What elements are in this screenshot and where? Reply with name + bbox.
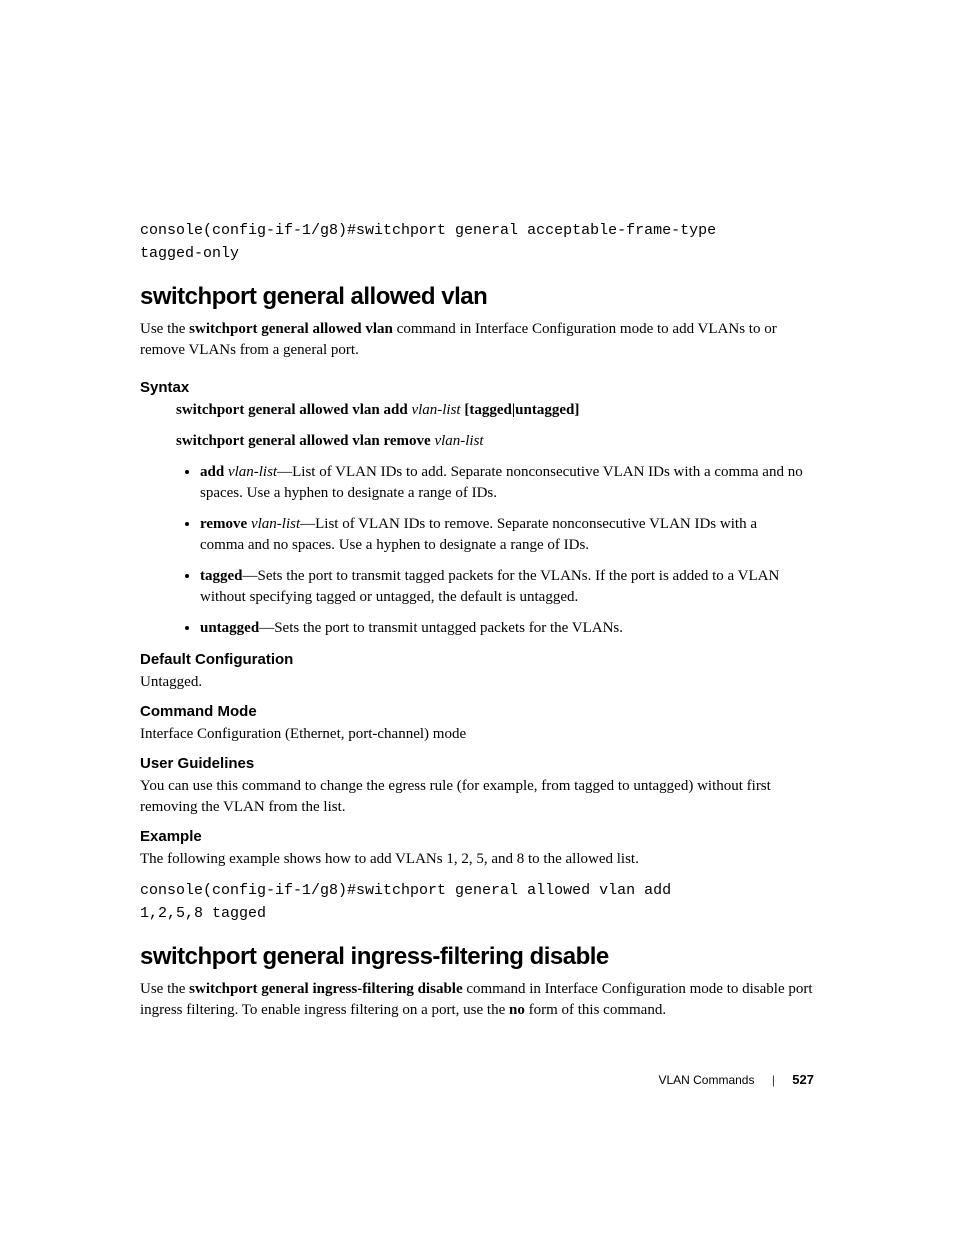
- list-item: tagged—Sets the port to transmit tagged …: [200, 566, 814, 608]
- code-line: tagged-only: [140, 245, 239, 262]
- text: form of this command.: [525, 1002, 666, 1018]
- footer-section-name: VLAN Commands: [658, 1073, 754, 1087]
- subheading-example: Example: [140, 828, 814, 845]
- footer-page-number: 527: [792, 1072, 814, 1087]
- syntax-line: switchport general allowed vlan add vlan…: [176, 400, 814, 421]
- command-name: switchport general ingress-filtering dis…: [189, 981, 462, 997]
- user-guidelines-text: You can use this command to change the e…: [140, 776, 814, 818]
- parameter-list: add vlan-list—List of VLAN IDs to add. S…: [140, 462, 814, 639]
- param-arg: vlan-list: [247, 516, 300, 532]
- command-name: switchport general allowed vlan: [189, 321, 393, 337]
- syntax-cmd: switchport general allowed vlan remove: [176, 433, 431, 449]
- subheading-command-mode: Command Mode: [140, 703, 814, 720]
- section-heading: switchport general ingress-filtering dis…: [140, 943, 814, 971]
- list-item: add vlan-list—List of VLAN IDs to add. S…: [200, 462, 814, 504]
- param-keyword: tagged: [200, 568, 243, 584]
- code-block-intro: console(config-if-1/g8)#switchport gener…: [140, 220, 814, 265]
- param-desc: —Sets the port to transmit tagged packet…: [200, 568, 779, 605]
- text: Use the: [140, 981, 189, 997]
- syntax-arg: vlan-list: [408, 402, 465, 418]
- keyword-no: no: [509, 1002, 525, 1018]
- param-keyword: untagged: [200, 620, 259, 636]
- syntax-cmd: switchport general allowed vlan add: [176, 402, 408, 418]
- param-desc: —Sets the port to transmit untagged pack…: [259, 620, 623, 636]
- param-keyword: add: [200, 464, 224, 480]
- text: Use the: [140, 321, 189, 337]
- syntax-tail: [tagged|untagged]: [464, 402, 579, 418]
- param-keyword: remove: [200, 516, 247, 532]
- default-config-text: Untagged.: [140, 672, 814, 693]
- subheading-syntax: Syntax: [140, 379, 814, 396]
- page-footer: VLAN Commands | 527: [658, 1072, 814, 1087]
- syntax-line: switchport general allowed vlan remove v…: [176, 431, 814, 452]
- section-intro-paragraph: Use the switchport general allowed vlan …: [140, 319, 814, 361]
- page: console(config-if-1/g8)#switchport gener…: [0, 0, 954, 1235]
- code-line: console(config-if-1/g8)#switchport gener…: [140, 882, 671, 899]
- section-intro-paragraph: Use the switchport general ingress-filte…: [140, 979, 814, 1021]
- subheading-default-config: Default Configuration: [140, 651, 814, 668]
- subheading-user-guidelines: User Guidelines: [140, 755, 814, 772]
- example-intro-text: The following example shows how to add V…: [140, 849, 814, 870]
- list-item: untagged—Sets the port to transmit untag…: [200, 618, 814, 639]
- syntax-arg: vlan-list: [431, 433, 484, 449]
- command-mode-text: Interface Configuration (Ethernet, port-…: [140, 724, 814, 745]
- code-line: 1,2,5,8 tagged: [140, 905, 266, 922]
- section-heading: switchport general allowed vlan: [140, 283, 814, 311]
- footer-separator: |: [772, 1073, 775, 1087]
- list-item: remove vlan-list—List of VLAN IDs to rem…: [200, 514, 814, 556]
- code-line: console(config-if-1/g8)#switchport gener…: [140, 222, 716, 239]
- param-arg: vlan-list: [224, 464, 277, 480]
- code-block-example: console(config-if-1/g8)#switchport gener…: [140, 880, 814, 925]
- param-desc: —List of VLAN IDs to add. Separate nonco…: [200, 464, 803, 501]
